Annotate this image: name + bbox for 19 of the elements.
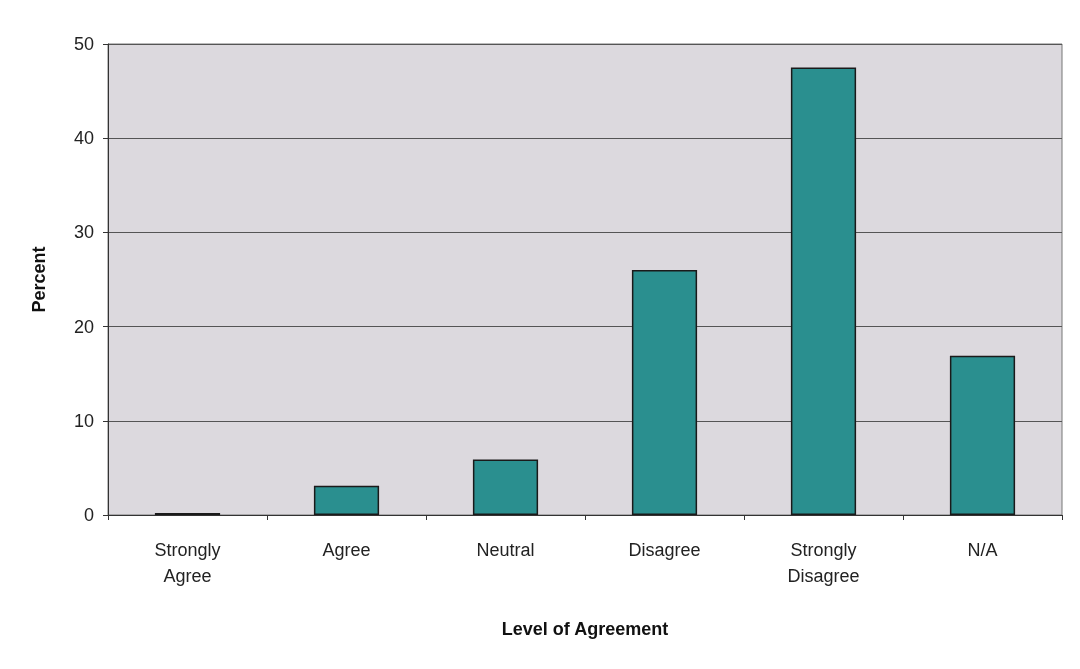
y-tick-label: 30 — [73, 222, 94, 243]
bar — [313, 485, 380, 515]
bar — [472, 459, 539, 515]
x-tick-label: Strongly Disagree — [787, 540, 860, 586]
x-tick-label: Agree — [322, 540, 371, 560]
x-axis-title: Level of Agreement — [501, 619, 669, 639]
x-tick-label: Strongly Agree — [154, 540, 221, 586]
x-tick-label: Neutral — [476, 540, 535, 560]
y-axis-title: Percent — [29, 246, 49, 313]
bar — [631, 270, 698, 515]
y-tick-label: 20 — [73, 316, 94, 337]
y-tick-label: 40 — [73, 128, 94, 149]
bar — [790, 67, 857, 515]
y-tick-label: 10 — [73, 410, 94, 431]
x-tick-label: N/A — [967, 540, 998, 560]
x-tick-label: Disagree — [628, 540, 701, 560]
bar — [949, 355, 1016, 515]
y-tick-label: 50 — [73, 34, 94, 54]
y-tick-label: 0 — [83, 505, 94, 525]
